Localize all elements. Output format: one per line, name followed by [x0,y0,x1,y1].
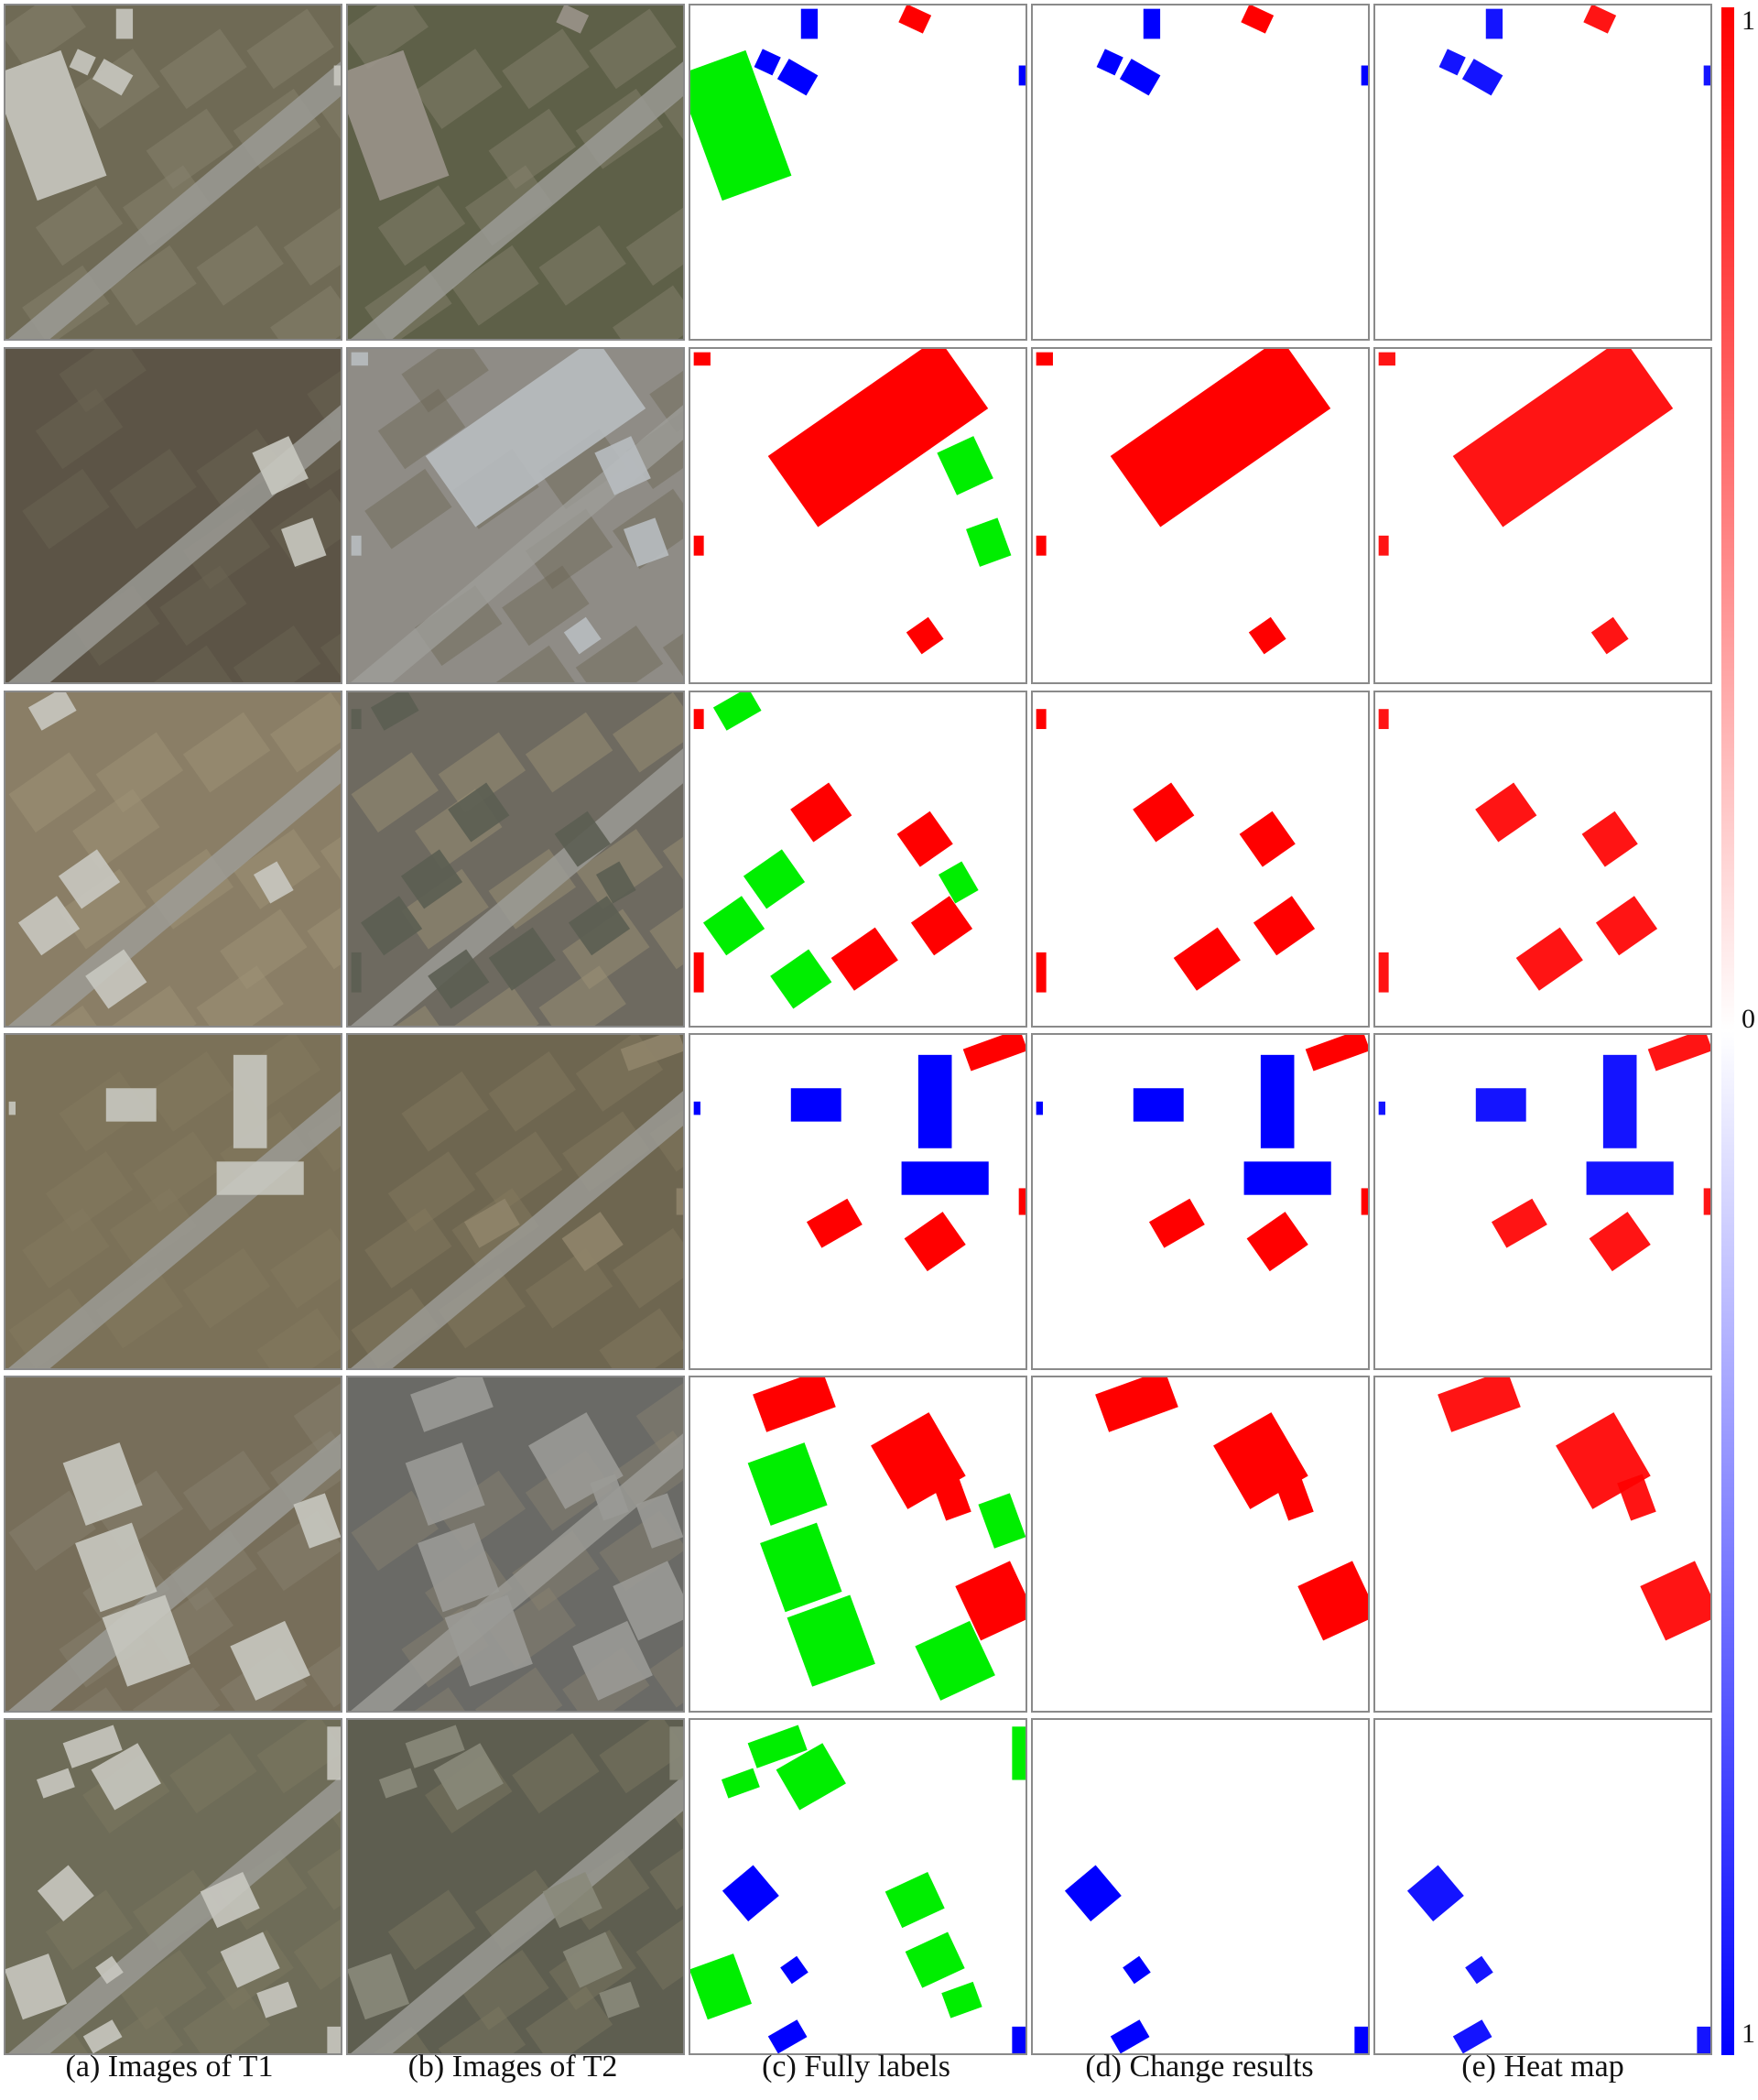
caption-t1-images: (a) Images of T1 [65,2050,274,2084]
heat-image-row-2 [1373,347,1712,684]
label-image-row-1 [689,4,1027,341]
label-image-row-4 [689,1033,1027,1370]
aerial-t2-image-row-5 [346,1376,685,1713]
result-image-row-1 [1031,4,1370,341]
colorbar-bottom-label: 1 [1742,2018,1755,2049]
caption-fully-labels: (c) Fully labels [762,2050,950,2084]
aerial-t1-image-row-4 [4,1033,342,1370]
colorbar [1721,7,1734,2055]
result-image-row-5 [1031,1376,1370,1713]
heat-image-row-6 [1373,1718,1712,2055]
caption-heat-map: (e) Heat map [1461,2050,1624,2084]
label-image-row-2 [689,347,1027,684]
caption-t2-images: (b) Images of T2 [407,2050,618,2084]
aerial-t2-image-row-4 [346,1033,685,1370]
colorbar-middle-label: 0 [1742,1004,1755,1034]
aerial-t1-image-row-3 [4,691,342,1028]
aerial-t2-image-row-3 [346,691,685,1028]
result-image-row-6 [1031,1718,1370,2055]
aerial-t2-image-row-1 [346,4,685,341]
colorbar-top-label: 1 [1742,5,1755,36]
aerial-t1-image-row-6 [4,1718,342,2055]
result-image-row-4 [1031,1033,1370,1370]
aerial-t2-image-row-6 [346,1718,685,2055]
caption-change-results: (d) Change results [1085,2050,1314,2084]
label-image-row-6 [689,1718,1027,2055]
heat-image-row-5 [1373,1376,1712,1713]
label-image-row-3 [689,691,1027,1028]
result-image-row-3 [1031,691,1370,1028]
heat-image-row-3 [1373,691,1712,1028]
aerial-t1-image-row-2 [4,347,342,684]
result-image-row-2 [1031,347,1370,684]
aerial-t1-image-row-1 [4,4,342,341]
heat-image-row-1 [1373,4,1712,341]
aerial-t1-image-row-5 [4,1376,342,1713]
aerial-t2-image-row-2 [346,347,685,684]
label-image-row-5 [689,1376,1027,1713]
heat-image-row-4 [1373,1033,1712,1370]
